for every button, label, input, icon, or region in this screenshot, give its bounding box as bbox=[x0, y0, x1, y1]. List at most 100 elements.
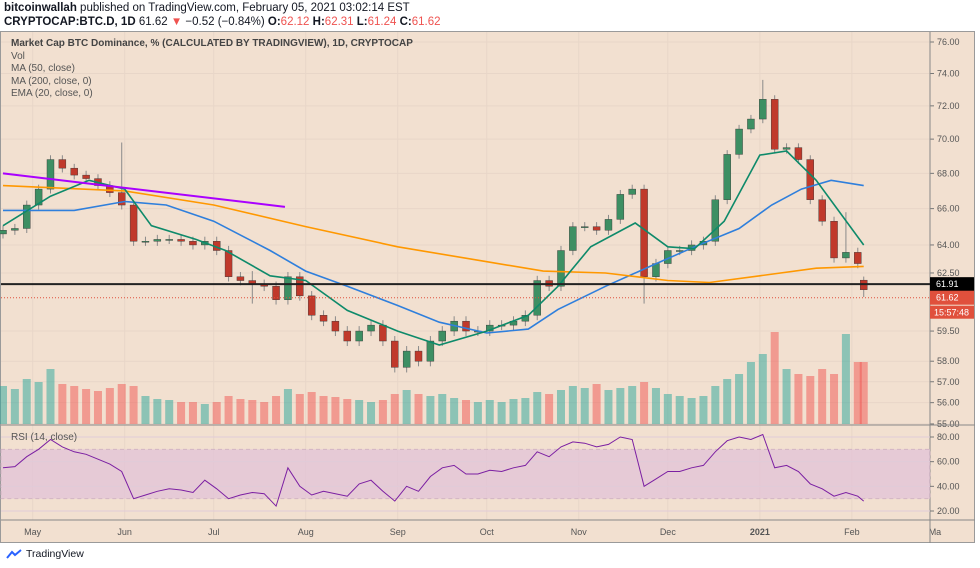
volume-bar bbox=[414, 394, 423, 424]
volume-bar bbox=[0, 386, 7, 424]
candle bbox=[118, 192, 126, 206]
candle bbox=[711, 199, 720, 242]
volume-bar bbox=[10, 389, 19, 424]
volume-bar bbox=[343, 399, 352, 424]
price-tick-label: 70.00 bbox=[937, 134, 960, 144]
candle bbox=[367, 324, 375, 332]
candle bbox=[794, 147, 803, 160]
open-value: 62.12 bbox=[280, 16, 310, 28]
candle bbox=[70, 167, 78, 176]
price-change: −0.52 (−0.84%) bbox=[185, 16, 265, 28]
volume-bar bbox=[70, 386, 79, 424]
candle bbox=[11, 228, 19, 231]
legend-ma200[interactable]: MA (200, close, 0) bbox=[11, 75, 92, 87]
volume-bar bbox=[556, 390, 565, 424]
candle bbox=[236, 276, 245, 281]
volume-bar bbox=[46, 369, 55, 424]
candle bbox=[640, 188, 648, 277]
price-tick-label: 58.00 bbox=[937, 356, 960, 366]
volume-bar bbox=[485, 400, 494, 424]
volume-bar bbox=[859, 362, 868, 424]
candle bbox=[759, 99, 767, 120]
volume-bar bbox=[165, 400, 174, 424]
candle bbox=[770, 99, 779, 150]
volume-bar bbox=[82, 389, 91, 424]
volume-bar bbox=[841, 334, 850, 424]
volume-bar bbox=[450, 398, 459, 424]
rsi-tick-label: 80.00 bbox=[937, 432, 960, 442]
candle bbox=[782, 147, 791, 150]
volume-bar bbox=[248, 400, 257, 424]
time-tick-label: Ma bbox=[929, 527, 942, 537]
legend-vol[interactable]: Vol bbox=[11, 50, 25, 62]
candle bbox=[676, 250, 684, 252]
author-name[interactable]: bitcoinwallah bbox=[4, 2, 77, 14]
volume-bar bbox=[675, 396, 684, 424]
volume-bar bbox=[462, 400, 471, 424]
candle bbox=[0, 230, 7, 235]
support-price-label-bg bbox=[930, 277, 974, 292]
close-value: 61.62 bbox=[411, 16, 441, 28]
volume-bar bbox=[367, 402, 376, 424]
volume-bar bbox=[651, 388, 660, 424]
time-tick-label: Jul bbox=[208, 527, 220, 537]
volume-bar bbox=[640, 382, 649, 424]
tradingview-logo-icon bbox=[6, 549, 22, 559]
candle bbox=[355, 330, 363, 342]
rsi-tick-label: 20.00 bbox=[937, 506, 960, 516]
candle bbox=[628, 188, 636, 195]
countdown-label: 15:57:48 bbox=[934, 308, 969, 318]
price-tick-label: 55.00 bbox=[937, 419, 960, 429]
candle bbox=[806, 159, 814, 200]
volume-bar bbox=[212, 402, 221, 424]
candle bbox=[331, 320, 340, 332]
volume-bar bbox=[699, 396, 708, 424]
low-value: 61.24 bbox=[367, 16, 397, 28]
candle bbox=[177, 239, 185, 242]
time-tick-label: Oct bbox=[480, 527, 495, 537]
price-tick-label: 64.00 bbox=[937, 240, 960, 250]
candle bbox=[569, 226, 577, 251]
candle bbox=[747, 118, 755, 130]
high-label: H: bbox=[312, 16, 325, 28]
time-tick-label: Feb bbox=[844, 527, 860, 537]
volume-bar bbox=[200, 404, 209, 424]
volume-bar bbox=[830, 374, 839, 424]
close-label: C: bbox=[399, 16, 412, 28]
volume-bar bbox=[295, 394, 304, 424]
candle bbox=[842, 252, 850, 259]
volume-bar bbox=[307, 392, 316, 424]
price-tick-label: 76.00 bbox=[937, 37, 960, 47]
candle bbox=[426, 340, 435, 362]
volume-bar bbox=[853, 362, 862, 424]
volume-bar bbox=[545, 394, 554, 424]
volume-bar bbox=[723, 379, 732, 424]
support-price-label: 61.91 bbox=[936, 279, 959, 289]
volume-bar bbox=[509, 399, 518, 424]
rsi-line bbox=[2, 433, 865, 508]
symbol-name: CRYPTOCAP:BTC.D, 1D bbox=[4, 16, 136, 28]
trendline bbox=[2, 172, 286, 208]
legend-ma50[interactable]: MA (50, close) bbox=[11, 63, 75, 74]
candle bbox=[307, 295, 316, 316]
candle bbox=[533, 280, 541, 316]
volume-bar bbox=[141, 396, 150, 424]
legend-ema20[interactable]: EMA (20, close, 0) bbox=[11, 88, 93, 99]
volume-bar bbox=[758, 354, 767, 424]
volume-bar bbox=[355, 400, 364, 424]
price-tick-label: 57.00 bbox=[937, 377, 960, 387]
volume-bar bbox=[735, 374, 744, 424]
volume-bar bbox=[402, 390, 411, 424]
volume-bar bbox=[319, 396, 328, 424]
brand-name[interactable]: TradingView bbox=[26, 548, 84, 560]
legend-rsi[interactable]: RSI (14, close) bbox=[11, 432, 78, 443]
price-tick-label: 62.50 bbox=[937, 268, 960, 278]
ema20-line bbox=[2, 150, 865, 346]
candle bbox=[557, 250, 565, 287]
volume-bar bbox=[628, 386, 637, 424]
chart-legend: Market Cap BTC Dominance, % (CALCULATED … bbox=[11, 38, 413, 101]
candle bbox=[224, 250, 233, 277]
last-price: 61.62 bbox=[138, 16, 168, 28]
candle bbox=[723, 154, 731, 200]
